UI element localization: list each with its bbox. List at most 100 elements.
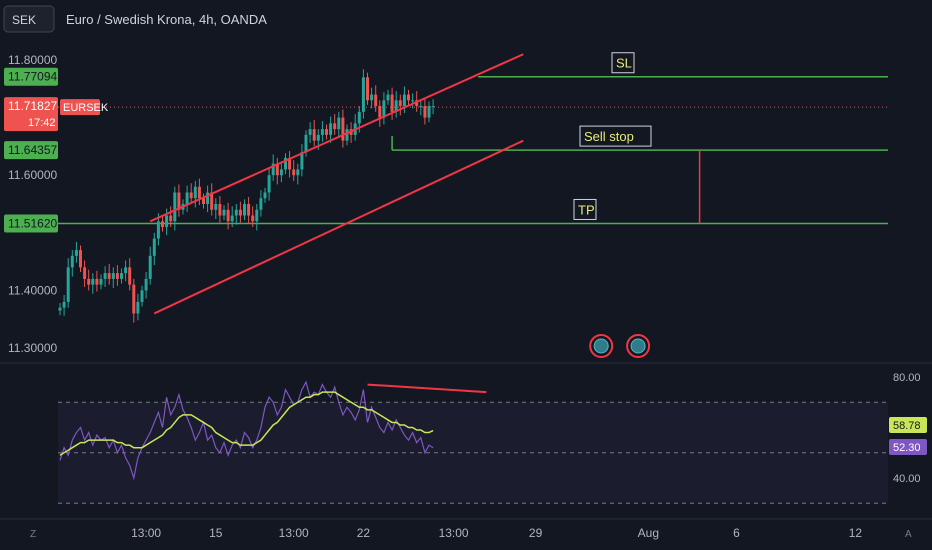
candle-body — [140, 290, 144, 302]
level-price-badge — [4, 214, 58, 233]
candle-body — [275, 163, 279, 176]
candle-body — [386, 94, 390, 101]
corner-left-button[interactable]: Z — [30, 529, 36, 540]
candle-body — [161, 221, 164, 228]
candle-body — [193, 186, 197, 199]
candle-body — [271, 163, 275, 176]
candle-body — [177, 192, 181, 210]
candle-body — [115, 273, 119, 279]
candle-body — [427, 106, 431, 118]
rsi-axis[interactable]: 80.00 40.00 — [893, 372, 921, 485]
rsi-badge-text: 52.30 — [893, 442, 921, 454]
candle-body — [255, 209, 259, 222]
candle-body — [279, 169, 283, 176]
level-price-badge-text: 11.77094 — [8, 70, 57, 84]
time-tick-label: 15 — [209, 526, 223, 540]
candle-body — [333, 123, 337, 130]
time-axis[interactable]: 13:00 15 13:00 22 13:00 29 Aug 6 12 — [131, 526, 862, 540]
economic-event-icon-2-inner — [630, 338, 646, 354]
symbol-button[interactable] — [3, 5, 55, 33]
rsi-badge — [889, 439, 927, 455]
axis-badges: 11.77094 11.64357 11.51620 11.71827 17:42 EUR… — [4, 67, 927, 455]
candle-body — [304, 134, 308, 153]
rsi-bands — [58, 401, 888, 504]
candle-body — [169, 215, 173, 222]
candle-body — [156, 221, 160, 239]
symbol-button-label: SEK — [12, 13, 36, 27]
rsi-divergence-line[interactable] — [367, 383, 487, 394]
rsi-tick-label: 40.00 — [893, 473, 921, 485]
candle-body — [263, 192, 267, 199]
level-label-box[interactable] — [573, 198, 597, 220]
candle-body — [251, 215, 255, 222]
level-label-box[interactable] — [579, 125, 652, 147]
channel-lines — [149, 53, 524, 315]
time-tick-label: 22 — [357, 526, 371, 540]
candle-body — [230, 215, 234, 222]
current-price-badge — [4, 97, 58, 132]
level-label-text: SL — [616, 56, 632, 71]
candle-body — [148, 255, 152, 279]
rsi-ma-line — [59, 391, 434, 456]
candle-body — [74, 250, 78, 256]
candle-body — [214, 204, 218, 210]
time-tick-label: 29 — [529, 526, 543, 540]
candle-body — [83, 267, 87, 279]
candle-body — [226, 209, 230, 222]
candle-body — [390, 94, 394, 112]
candle-body — [370, 94, 374, 101]
candle-body — [288, 157, 292, 170]
candle-body — [218, 204, 222, 216]
candle-body — [300, 152, 304, 170]
level-price-badge-text: 11.64357 — [8, 143, 57, 157]
time-tick-label: 13:00 — [131, 526, 161, 540]
price-pane[interactable] — [58, 53, 888, 323]
price-tick-label: 11.80000 — [8, 53, 57, 67]
level-price-badge-text: 11.51620 — [8, 216, 57, 230]
candle-body — [99, 278, 103, 285]
candle-body — [234, 209, 238, 216]
candle-body — [120, 273, 123, 279]
candle-body — [341, 117, 345, 141]
level-label-box[interactable] — [611, 52, 635, 74]
candle-body — [107, 273, 111, 279]
candle-body — [308, 129, 312, 135]
candle-body — [402, 94, 406, 107]
chart-title: Euro / Swedish Krona, 4h, OANDA — [66, 12, 267, 27]
economic-event-icon-1-inner — [593, 338, 609, 354]
candle-body — [407, 94, 410, 101]
candle-body — [144, 278, 148, 291]
candle-body — [378, 106, 382, 118]
price-axis[interactable]: 11.30000 11.40000 11.60000 11.80000 — [8, 53, 57, 355]
level-lines — [58, 75, 888, 225]
price-tick-label: 11.30000 — [8, 341, 57, 355]
candle-body — [394, 100, 398, 112]
candle-body — [247, 204, 251, 216]
candle-body — [124, 267, 128, 274]
rsi-pane[interactable] — [59, 380, 487, 481]
auto-scale-button[interactable]: A — [905, 529, 912, 540]
candle-body — [103, 273, 107, 279]
candle-body — [66, 267, 70, 302]
channel-line[interactable] — [153, 139, 524, 315]
level-labels: SL Sell stop TP — [573, 52, 652, 220]
candle-body — [366, 77, 369, 101]
candle-body — [284, 157, 287, 170]
symbol-badge — [60, 99, 100, 116]
symbol-badge-text: EURSEK — [63, 102, 109, 114]
candle-body — [152, 238, 156, 256]
candle-body — [431, 106, 435, 108]
candle-body — [382, 100, 386, 118]
candle-body — [296, 169, 300, 176]
time-tick-label: Aug — [638, 526, 659, 540]
channel-line[interactable] — [149, 53, 524, 223]
candle-body — [411, 100, 415, 102]
time-tick-label: 6 — [733, 526, 740, 540]
level-price-badge — [4, 141, 58, 160]
rsi-ma-badge — [889, 417, 927, 433]
price-tick-label: 11.60000 — [8, 168, 57, 182]
candle-body — [185, 192, 189, 204]
candle-body — [70, 255, 74, 268]
rsi-tick-label: 80.00 — [893, 372, 921, 384]
